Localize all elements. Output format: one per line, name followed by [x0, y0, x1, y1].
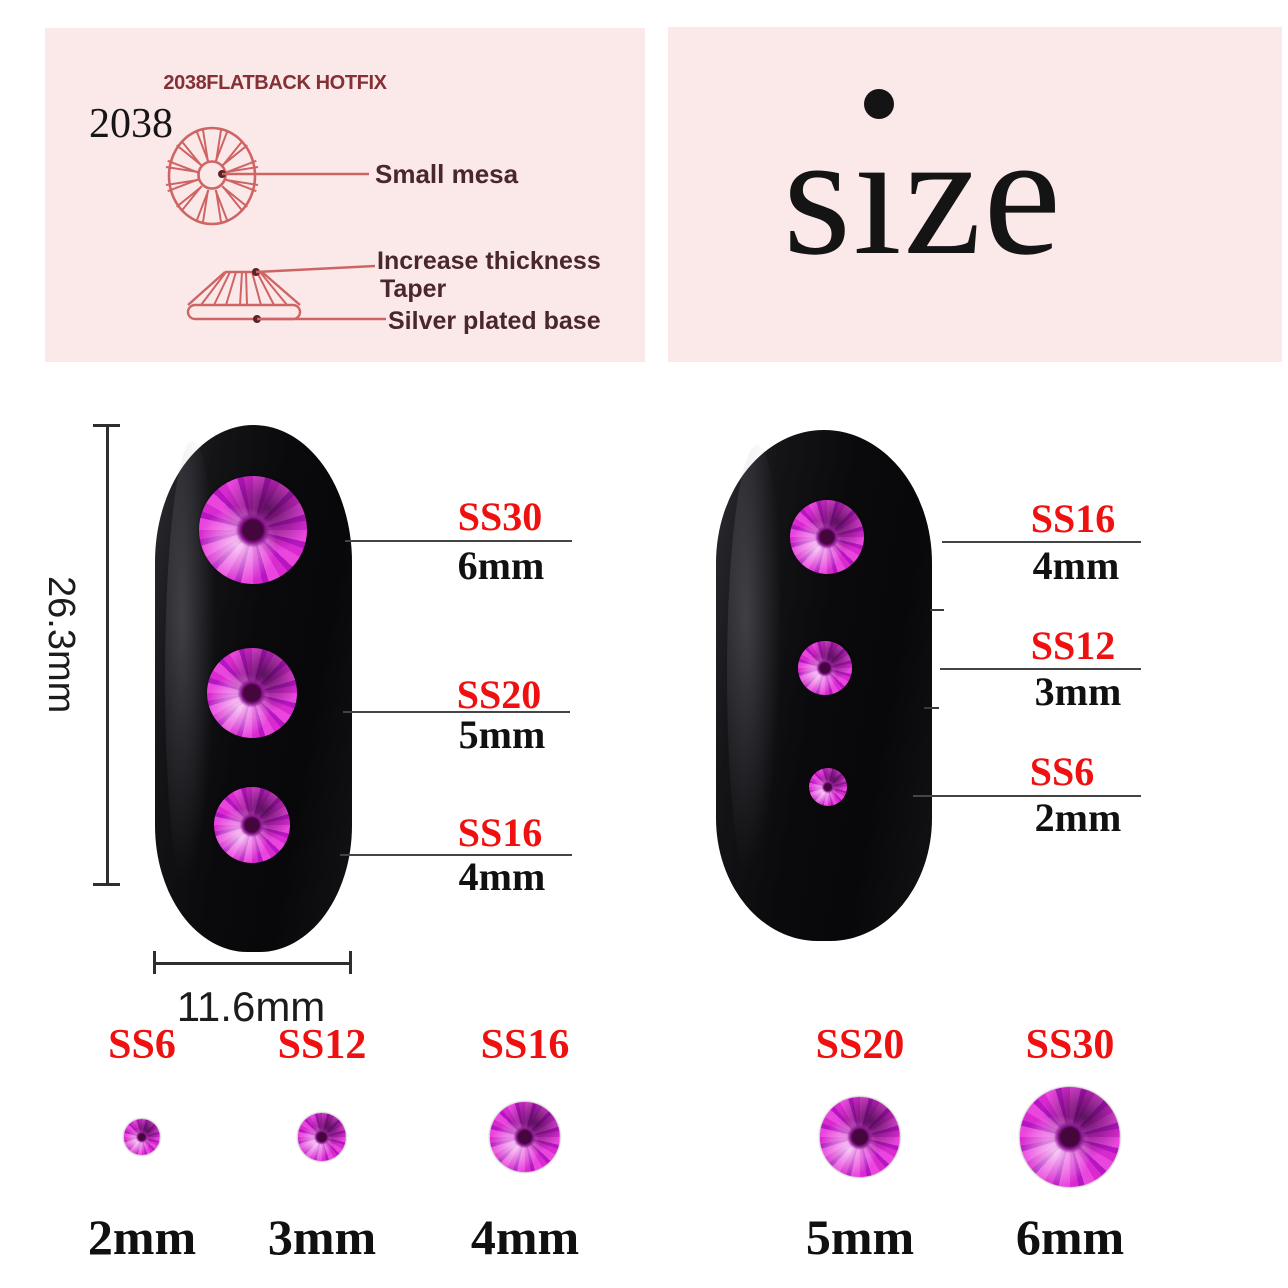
- spec-panel: 2038FLATBACK HOTFIX 2038: [45, 28, 645, 362]
- size-item-mm-label: 6mm: [1015, 1209, 1125, 1265]
- silver-plated-base-label: Silver plated base: [388, 307, 601, 335]
- stone-box: [298, 1087, 346, 1187]
- edge-tick-upper: [930, 609, 944, 611]
- callout-ss20-mm: 5mm: [458, 712, 546, 757]
- callout-ss6-label: SS6: [1029, 749, 1095, 794]
- size-item-mm-label: 5mm: [805, 1209, 915, 1265]
- spec-title: 2038FLATBACK HOTFIX: [163, 72, 387, 94]
- callout-ss16-left-line: [340, 854, 572, 856]
- size-item-mm-label: 2mm: [87, 1209, 197, 1265]
- callout-ss20-line: [343, 711, 570, 713]
- callout-ss6-line: [913, 795, 1141, 797]
- stone-2mm: [124, 1119, 160, 1155]
- size-item-ss30: SS30 6mm: [1016, 1020, 1124, 1262]
- callout-ss20-label: SS20: [456, 672, 542, 717]
- size-item-ss16: SS16 4mm: [471, 1020, 579, 1262]
- stone-ss30: [199, 476, 307, 584]
- stone-6mm: [1020, 1087, 1120, 1187]
- callout-ss30-label: SS30: [457, 494, 543, 539]
- callout-ss16-left-label: SS16: [457, 810, 543, 855]
- callout-ss12-mm: 3mm: [1034, 669, 1122, 714]
- size-heading: sıze: [782, 97, 1064, 291]
- model-number: 2038: [89, 101, 173, 147]
- size-item-ss-label: SS12: [277, 1022, 367, 1068]
- stone-ss16-right: [790, 500, 864, 574]
- spec-diagram: [165, 126, 386, 323]
- taper-label: Taper: [380, 275, 447, 303]
- size-item-mm-label: 4mm: [470, 1209, 580, 1265]
- stone-box: [490, 1087, 560, 1187]
- stone-ss20: [207, 648, 297, 738]
- nail-length-label: 26.3mm: [40, 576, 82, 714]
- edge-tick-lower: [924, 707, 939, 709]
- stone-4mm: [490, 1102, 560, 1172]
- stone-box: [124, 1087, 160, 1187]
- size-item-ss-label: SS20: [815, 1022, 905, 1068]
- small-mesa-label: Small mesa: [375, 159, 519, 189]
- callout-ss12-label: SS12: [1030, 623, 1116, 668]
- nail-width-label: 11.6mm: [176, 983, 326, 1030]
- size-panel: sıze: [668, 27, 1282, 362]
- stone-5mm: [820, 1097, 900, 1177]
- top-view-diagram: [165, 126, 259, 226]
- stone-3mm: [298, 1113, 346, 1161]
- i-dot: [864, 89, 894, 119]
- callout-ss30-mm: 6mm: [457, 543, 545, 588]
- nail-length-measure-cap-bottom: [93, 883, 120, 886]
- side-view-diagram: [186, 270, 302, 321]
- nail-width-measure-line: [153, 962, 352, 965]
- callout-ss16-left-mm: 4mm: [458, 854, 546, 899]
- size-item-mm-label: 3mm: [267, 1209, 377, 1265]
- size-item-ss20: SS20 5mm: [806, 1020, 914, 1262]
- nail-length-measure-line: [106, 425, 109, 886]
- thickness-leader-line: [255, 264, 376, 274]
- stone-ss6: [809, 768, 847, 806]
- size-item-ss-label: SS30: [1025, 1022, 1115, 1068]
- callout-ss30-line: [345, 540, 572, 542]
- callout-ss12-line: [940, 668, 1141, 670]
- stone-ss16-left: [214, 787, 290, 863]
- size-item-ss-label: SS6: [108, 1022, 176, 1068]
- nail-width-measure-tick-left: [153, 951, 156, 974]
- callout-ss16-right-label: SS16: [1030, 496, 1116, 541]
- size-item-ss12: SS12 3mm: [268, 1020, 376, 1262]
- callout-ss16-right-mm: 4mm: [1032, 543, 1120, 588]
- increase-thickness-label: Increase thickness: [377, 247, 601, 275]
- stone-ss12: [798, 641, 852, 695]
- callout-ss6-mm: 2mm: [1034, 795, 1122, 840]
- size-item-ss-label: SS16: [480, 1022, 570, 1068]
- nail-length-measure-cap-top: [93, 424, 120, 427]
- stone-box: [820, 1087, 900, 1187]
- size-item-ss6: SS6 2mm: [88, 1020, 196, 1262]
- stone-box: [1020, 1087, 1120, 1187]
- callout-ss16-right-line: [942, 541, 1141, 543]
- nail-width-measure-tick-right: [349, 951, 352, 974]
